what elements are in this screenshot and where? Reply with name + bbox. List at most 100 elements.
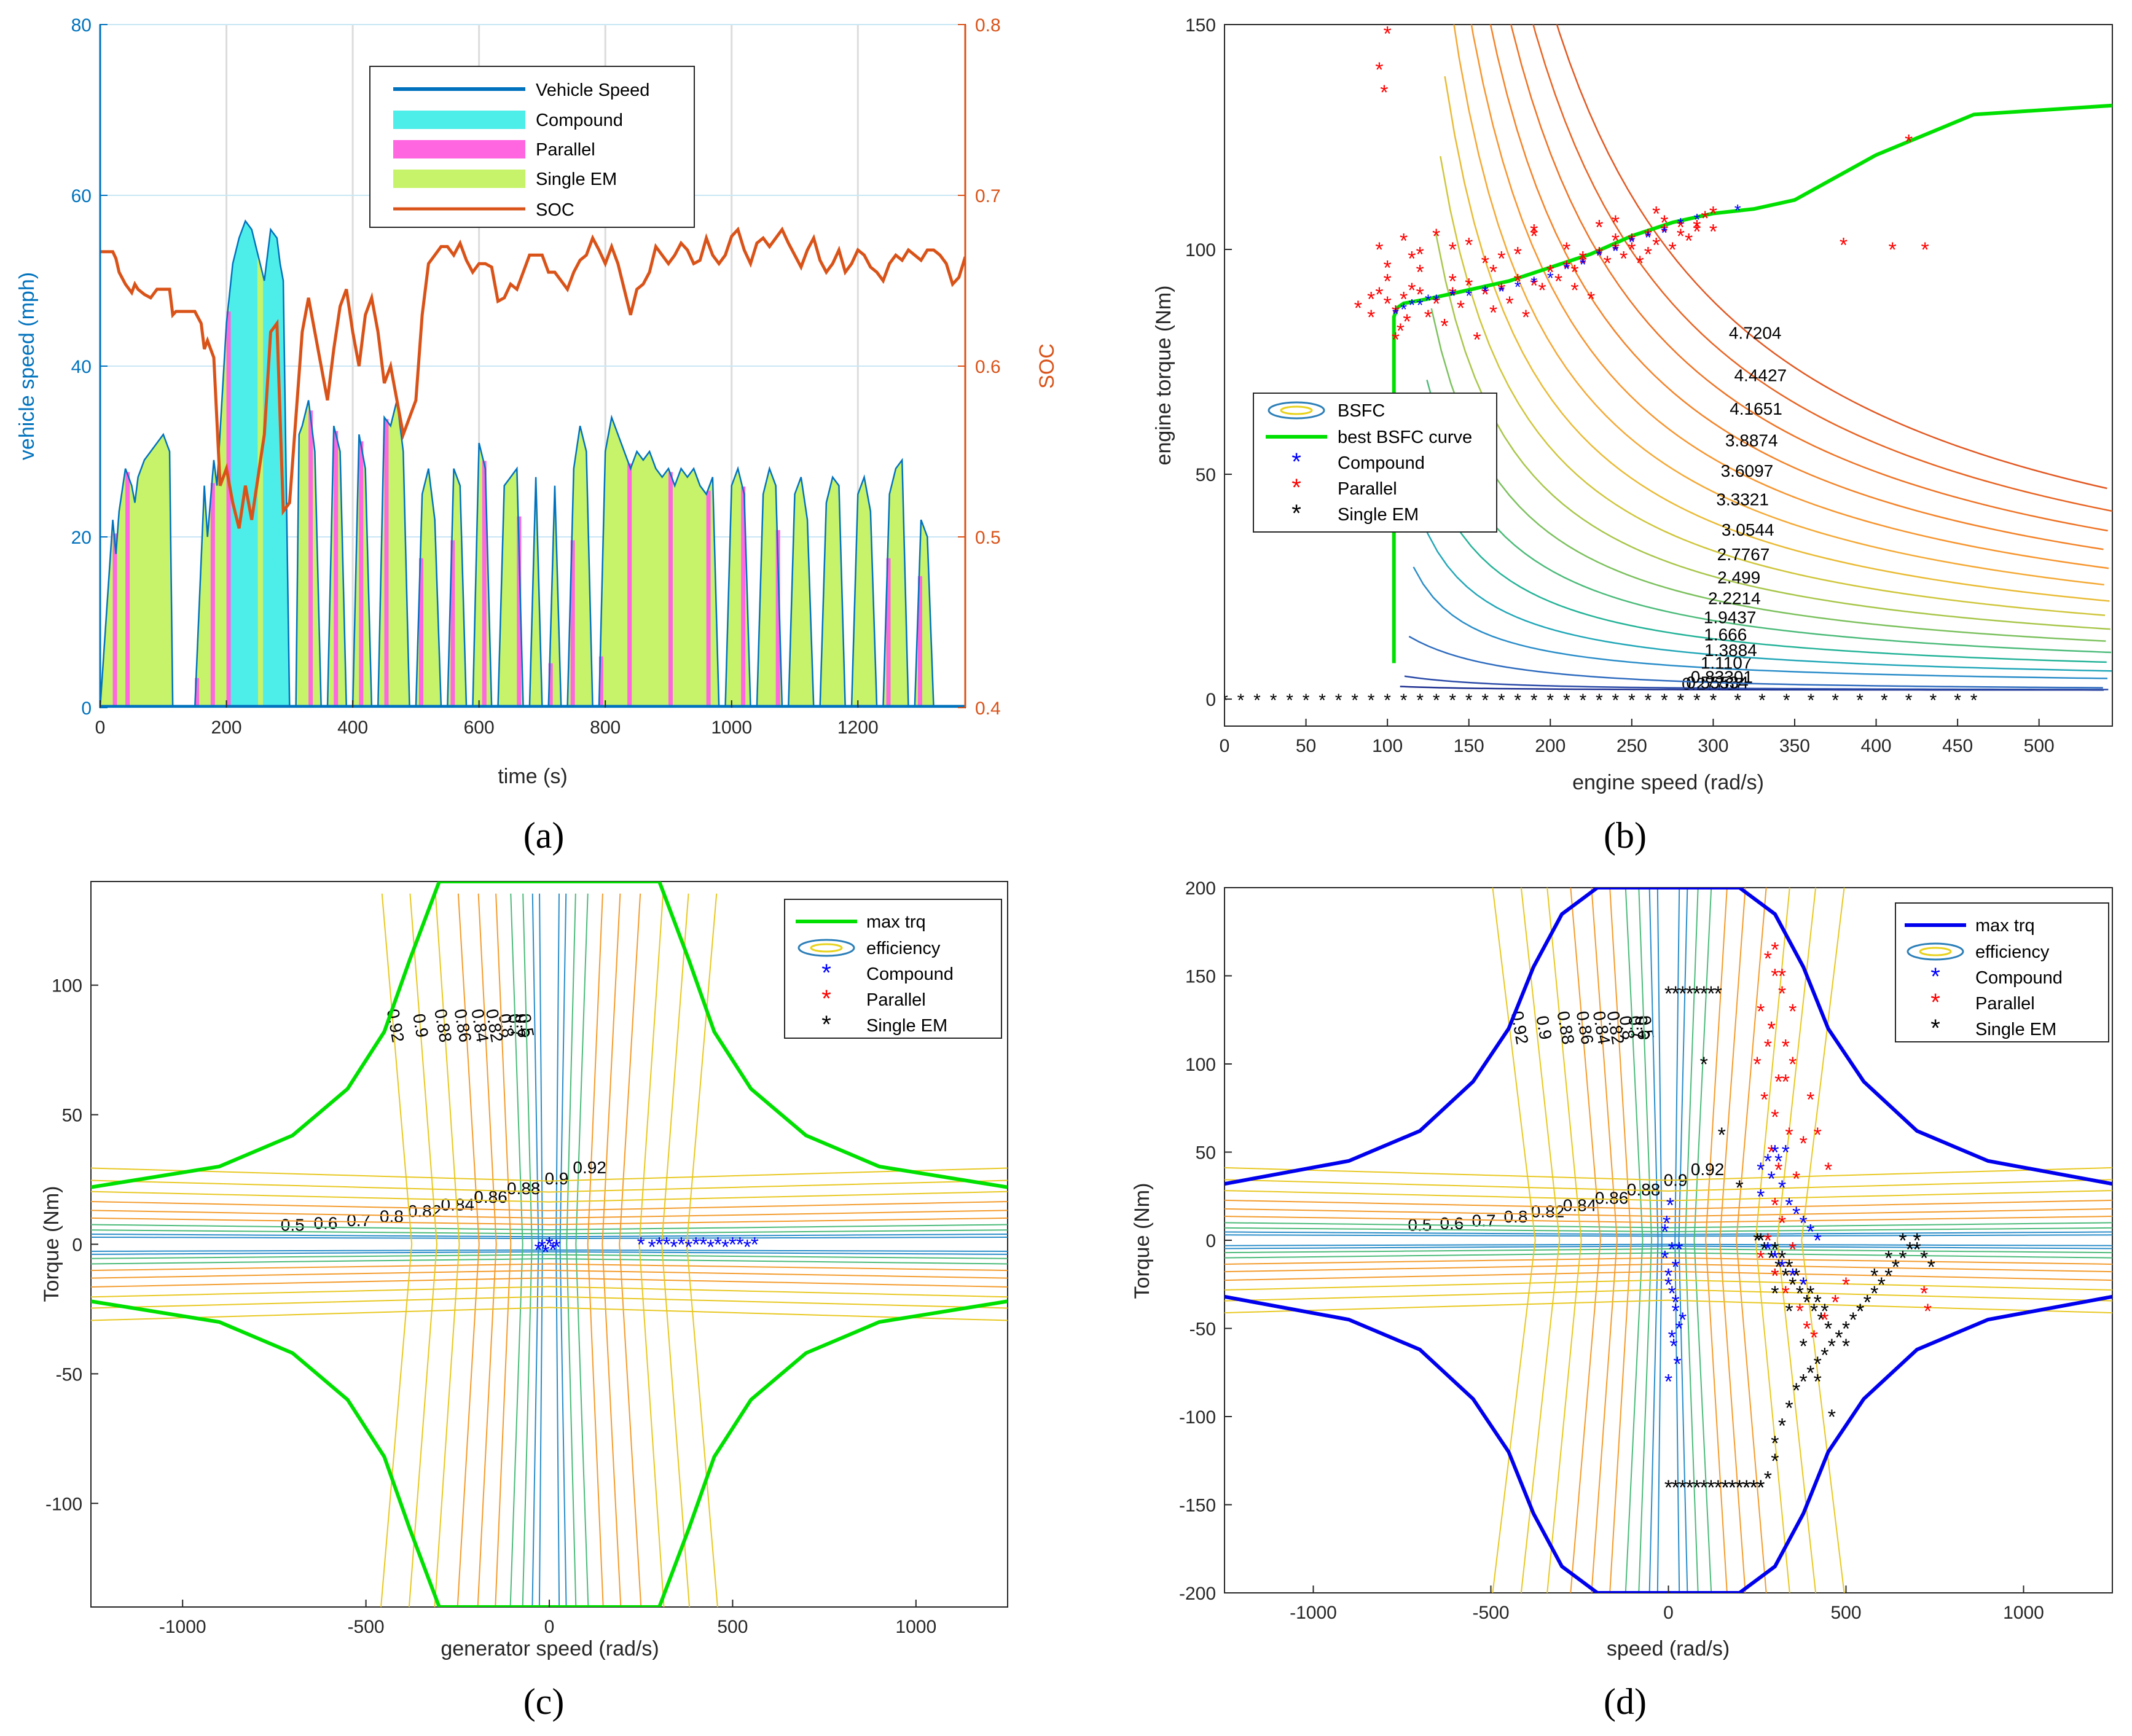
d-compound-point-21: *	[1789, 1264, 1797, 1288]
b-single-point-35: *	[1832, 690, 1839, 711]
d-single-point-89: *	[1771, 1282, 1779, 1305]
d-single-point-19: *	[1686, 1476, 1694, 1499]
b-contour-7	[1430, 308, 2106, 642]
b-parallel-point-74: *	[1489, 261, 1497, 284]
d-vcontour-8-l	[1520, 888, 1561, 1593]
a-parallel-strip-23	[886, 558, 891, 708]
d-hlabel-6: 0.86	[1595, 1189, 1629, 1208]
b-single-point-17: *	[1498, 690, 1505, 711]
b-xtick-label-5: 250	[1617, 736, 1647, 756]
a-parallel-strip-17	[668, 472, 673, 708]
b-parallel-point-51: *	[1403, 310, 1411, 334]
d-single-point-60: *	[1810, 1300, 1818, 1323]
b-contour-11	[1453, 25, 2104, 586]
b-parallel-point-67: *	[1669, 238, 1677, 262]
b-parallel-point-58: *	[1522, 306, 1530, 329]
d-single-point-58: *	[1796, 1282, 1804, 1305]
b-parallel-point-80: *	[1888, 238, 1896, 262]
d-single-point-22: *	[1707, 1476, 1715, 1499]
d-single-point-46: *	[1884, 1264, 1892, 1288]
c-hcontour-1-t	[91, 1234, 1008, 1238]
b-parallel-point-69: *	[1701, 207, 1709, 230]
d-compound-point-9: *	[1757, 1159, 1765, 1182]
b-compound-point-1: *	[1400, 300, 1407, 319]
c-compound-point-16: *	[714, 1234, 722, 1257]
d-hcontour-5-b	[1225, 1263, 2112, 1273]
c-xtick-label-1: -500	[348, 1617, 385, 1637]
d-single-point-74: *	[1785, 1300, 1793, 1323]
b-single-point-31: *	[1734, 690, 1741, 711]
d-single-point-83: *	[1913, 1238, 1921, 1261]
c-compound-point-20: *	[743, 1236, 751, 1259]
d-single-point-61: *	[1817, 1308, 1825, 1332]
c-hlabel-9: 0.92	[573, 1158, 606, 1177]
b-parallel-point-63: *	[1603, 252, 1611, 275]
d-compound-point-14: *	[1792, 1203, 1800, 1226]
d-parallel-point-15: *	[1753, 1053, 1761, 1076]
c-vlabel-8: 0.9	[409, 1012, 432, 1039]
b-compound-point-16: *	[1612, 241, 1619, 260]
b-parallel-point-24: *	[1693, 221, 1701, 244]
d-single-point-81: *	[1884, 1247, 1892, 1270]
d-single-point-11: *	[1742, 1476, 1750, 1499]
b-single-point-28: *	[1677, 690, 1685, 711]
d-compound-point-25: *	[1774, 1150, 1782, 1173]
d-single-point-87: *	[1735, 1176, 1743, 1200]
b-parallel-point-14: *	[1530, 275, 1538, 298]
d-single-point-78: *	[1842, 1335, 1850, 1358]
d-vcontour-0-l	[1656, 888, 1663, 1593]
b-single-point-40: *	[1954, 690, 1961, 711]
b-compound-point-6: *	[1449, 286, 1456, 305]
d-single-point-59: *	[1803, 1291, 1811, 1314]
b-xtick-label-3: 150	[1454, 736, 1484, 756]
c-compound-point-17: *	[721, 1236, 729, 1259]
d-single-point-23: *	[1714, 1476, 1722, 1499]
d-parallel-point-17: *	[1782, 1071, 1790, 1094]
b-single-point-39: *	[1930, 690, 1937, 711]
b-xtick-label-2: 100	[1372, 736, 1403, 756]
b-compound-point-20: *	[1677, 214, 1684, 233]
b-parallel-point-20: *	[1628, 238, 1636, 262]
c-xtick-label-0: -1000	[159, 1617, 206, 1637]
panel-b-legend: * * * BSFC best BSFC curve Compound Para…	[1253, 393, 1497, 533]
b-contour-6	[1426, 380, 2112, 654]
a-parallel-strip-5	[308, 410, 313, 708]
b-contour-label-8: 2.499	[1717, 568, 1760, 587]
b-parallel-point-77: *	[1612, 211, 1620, 235]
d-hcontour-5-t	[1225, 1208, 2112, 1218]
panel-c: 0.50.50.60.60.70.70.80.80.820.820.840.84…	[40, 881, 1008, 1722]
b-parallel-point-17: *	[1579, 252, 1587, 275]
caption-d: (d)	[1604, 1681, 1647, 1722]
b-single-point-16: *	[1481, 690, 1489, 711]
d-compound-point-8: *	[1673, 1353, 1681, 1376]
d-single-point-12: *	[1750, 1476, 1758, 1499]
legend-swatch-parallel-b: *	[1291, 474, 1301, 501]
panel-d: 0.50.50.60.60.70.70.80.80.820.820.840.84…	[1131, 878, 2113, 1722]
b-contour-9	[1440, 155, 2106, 616]
d-hcontour-8-b	[1225, 1289, 2112, 1302]
d-single-point-52: *	[1753, 1229, 1761, 1253]
d-compound-point-15: *	[1800, 1211, 1808, 1235]
d-compound-point-16: *	[1806, 1221, 1814, 1244]
c-hcontour-8-t	[91, 1179, 1008, 1193]
c-vcontour-7-l	[434, 893, 460, 1607]
panel-d-contours: 0.50.50.60.60.70.70.80.80.820.820.840.84…	[1225, 888, 2112, 1593]
d-single-point-75: *	[1800, 1335, 1808, 1358]
b-contour-label-7: 2.2214	[1708, 588, 1761, 608]
d-hcontour-0-t	[1225, 1234, 2112, 1237]
d-vlabel-1: 0.6	[1631, 1014, 1654, 1041]
d-hlabel-3: 0.8	[1503, 1207, 1527, 1226]
b-parallel-point-44: *	[1579, 248, 1587, 271]
b-parallel-point-43: *	[1546, 261, 1554, 284]
b-single-point-33: *	[1783, 690, 1790, 711]
b-parallel-point-9: *	[1449, 283, 1457, 307]
d-single-point-53: *	[1760, 1238, 1768, 1261]
c-vcontour-5-l	[477, 893, 497, 1607]
b-parallel-point-7: *	[1416, 283, 1424, 307]
b-single-point-2: *	[1253, 690, 1261, 711]
b-xtick-label-7: 350	[1779, 736, 1810, 756]
d-single-point-84: *	[1927, 1256, 1935, 1279]
d-compound-point-1: *	[1664, 1264, 1672, 1288]
c-hlabel-1: 0.6	[313, 1214, 337, 1233]
